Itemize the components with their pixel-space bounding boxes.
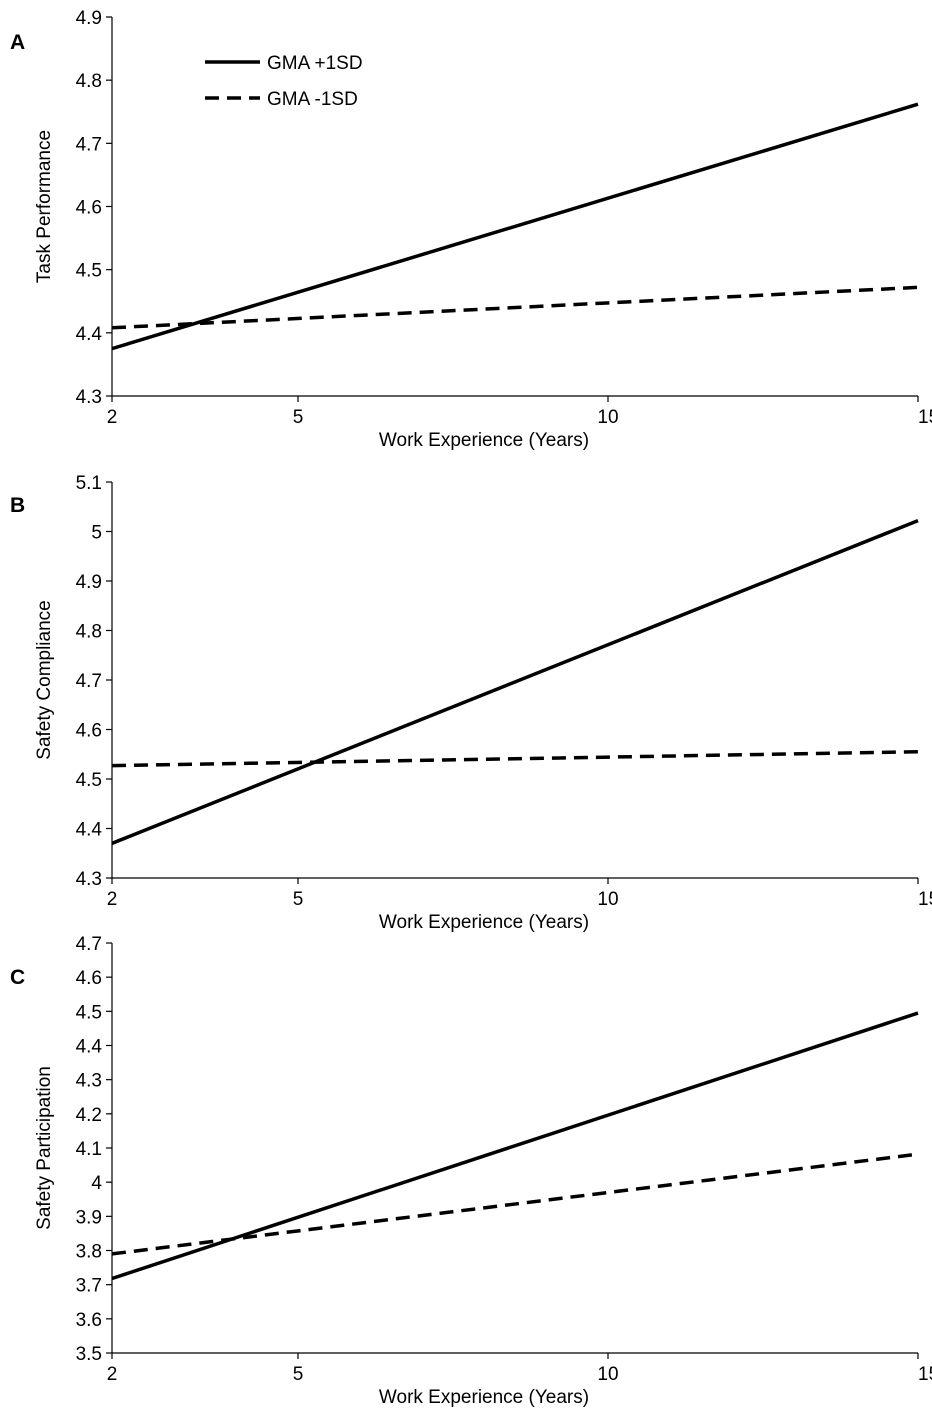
panel-letter-a: A [10, 31, 25, 54]
y-tick-label: 4.3 [76, 387, 102, 408]
y-axis-title: Task Performance [34, 130, 55, 283]
y-tick-label: 4.9 [76, 572, 102, 593]
y-tick-label: 4.5 [76, 770, 102, 791]
x-tick-label: 15 [918, 889, 932, 910]
y-axis-title: Safety Compliance [34, 600, 55, 759]
x-tick-label: 2 [107, 407, 118, 428]
y-tick-label: 4.1 [76, 1139, 102, 1160]
y-tick-label: 4.3 [76, 869, 102, 890]
x-tick-label: 2 [107, 1364, 118, 1385]
panel-b: B 4.3 4.4 4.5 4.6 4.7 4.8 4.9 5 5.1 2 5 10 15 Work Ex… [10, 473, 932, 933]
x-tick-label: 10 [597, 1364, 618, 1385]
legend: GMA +1SD GMA -1SD [205, 53, 363, 110]
y-tick-label: 3.8 [76, 1242, 102, 1263]
y-tick-label: 4 [91, 1173, 102, 1194]
series-line-gma-minus [111, 1152, 919, 1256]
y-tick-label: 4.6 [76, 198, 102, 219]
x-tick-label: 10 [597, 407, 618, 428]
y-tick-label: 4.6 [76, 721, 102, 742]
y-tick-label: 4.7 [76, 671, 102, 692]
y-tick-label: 4.3 [76, 1071, 102, 1092]
series-line-gma-minus [111, 750, 919, 768]
y-tick-label: 3.5 [76, 1344, 102, 1365]
legend-label-gma-plus: GMA +1SD [267, 53, 363, 74]
x-tick-label: 15 [918, 1364, 932, 1385]
x-axis-title: Work Experience (Years) [379, 430, 589, 451]
y-tick-label: 4.5 [76, 261, 102, 282]
panel-c: C 3.5 3.6 3.7 3.8 3.9 4 4.1 4.2 4.3 4.4 4.5 4.6 4.7 2… [10, 934, 932, 1408]
y-tick-label: 4.7 [76, 934, 102, 955]
y-tick-label: 5 [91, 523, 102, 544]
y-tick-label: 4.7 [76, 134, 102, 155]
x-axis-title: Work Experience (Years) [379, 912, 589, 933]
y-tick-label: 3.7 [76, 1276, 102, 1297]
y-tick-label: 4.5 [76, 1002, 102, 1023]
series-line-gma-minus [111, 285, 919, 330]
x-tick-label: 10 [597, 889, 618, 910]
y-tick-label: 4.6 [76, 968, 102, 989]
panel-letter-b: B [10, 494, 25, 517]
y-tick-label: 4.4 [76, 324, 103, 345]
y-axis-title: Safety Participation [34, 1066, 55, 1230]
x-tick-label: 15 [918, 407, 932, 428]
panel-a: A 4.3 4.4 4.5 4.6 4.7 4.8 4.9 2 5 10 15 Work Experi… [10, 8, 932, 451]
series-line-gma-plus [111, 102, 919, 351]
y-tick-label: 3.9 [76, 1207, 102, 1228]
x-tick-label: 2 [107, 889, 118, 910]
x-tick-label: 5 [293, 407, 304, 428]
panel-letter-c: C [10, 966, 25, 989]
x-tick-label: 5 [293, 889, 304, 910]
y-tick-label: 4.8 [76, 71, 102, 92]
y-tick-label: 4.4 [76, 820, 103, 841]
series-line-gma-plus [111, 518, 919, 845]
y-tick-label: 4.4 [76, 1037, 103, 1058]
y-tick-label: 3.6 [76, 1310, 102, 1331]
y-tick-label: 4.2 [76, 1105, 102, 1126]
x-axis-title: Work Experience (Years) [379, 1387, 589, 1408]
y-tick-label: 5.1 [76, 473, 102, 494]
legend-label-gma-minus: GMA -1SD [267, 89, 358, 110]
x-tick-label: 5 [293, 1364, 304, 1385]
series-line-gma-plus [111, 1011, 919, 1281]
y-tick-label: 4.8 [76, 622, 102, 643]
y-tick-label: 4.9 [76, 8, 102, 29]
